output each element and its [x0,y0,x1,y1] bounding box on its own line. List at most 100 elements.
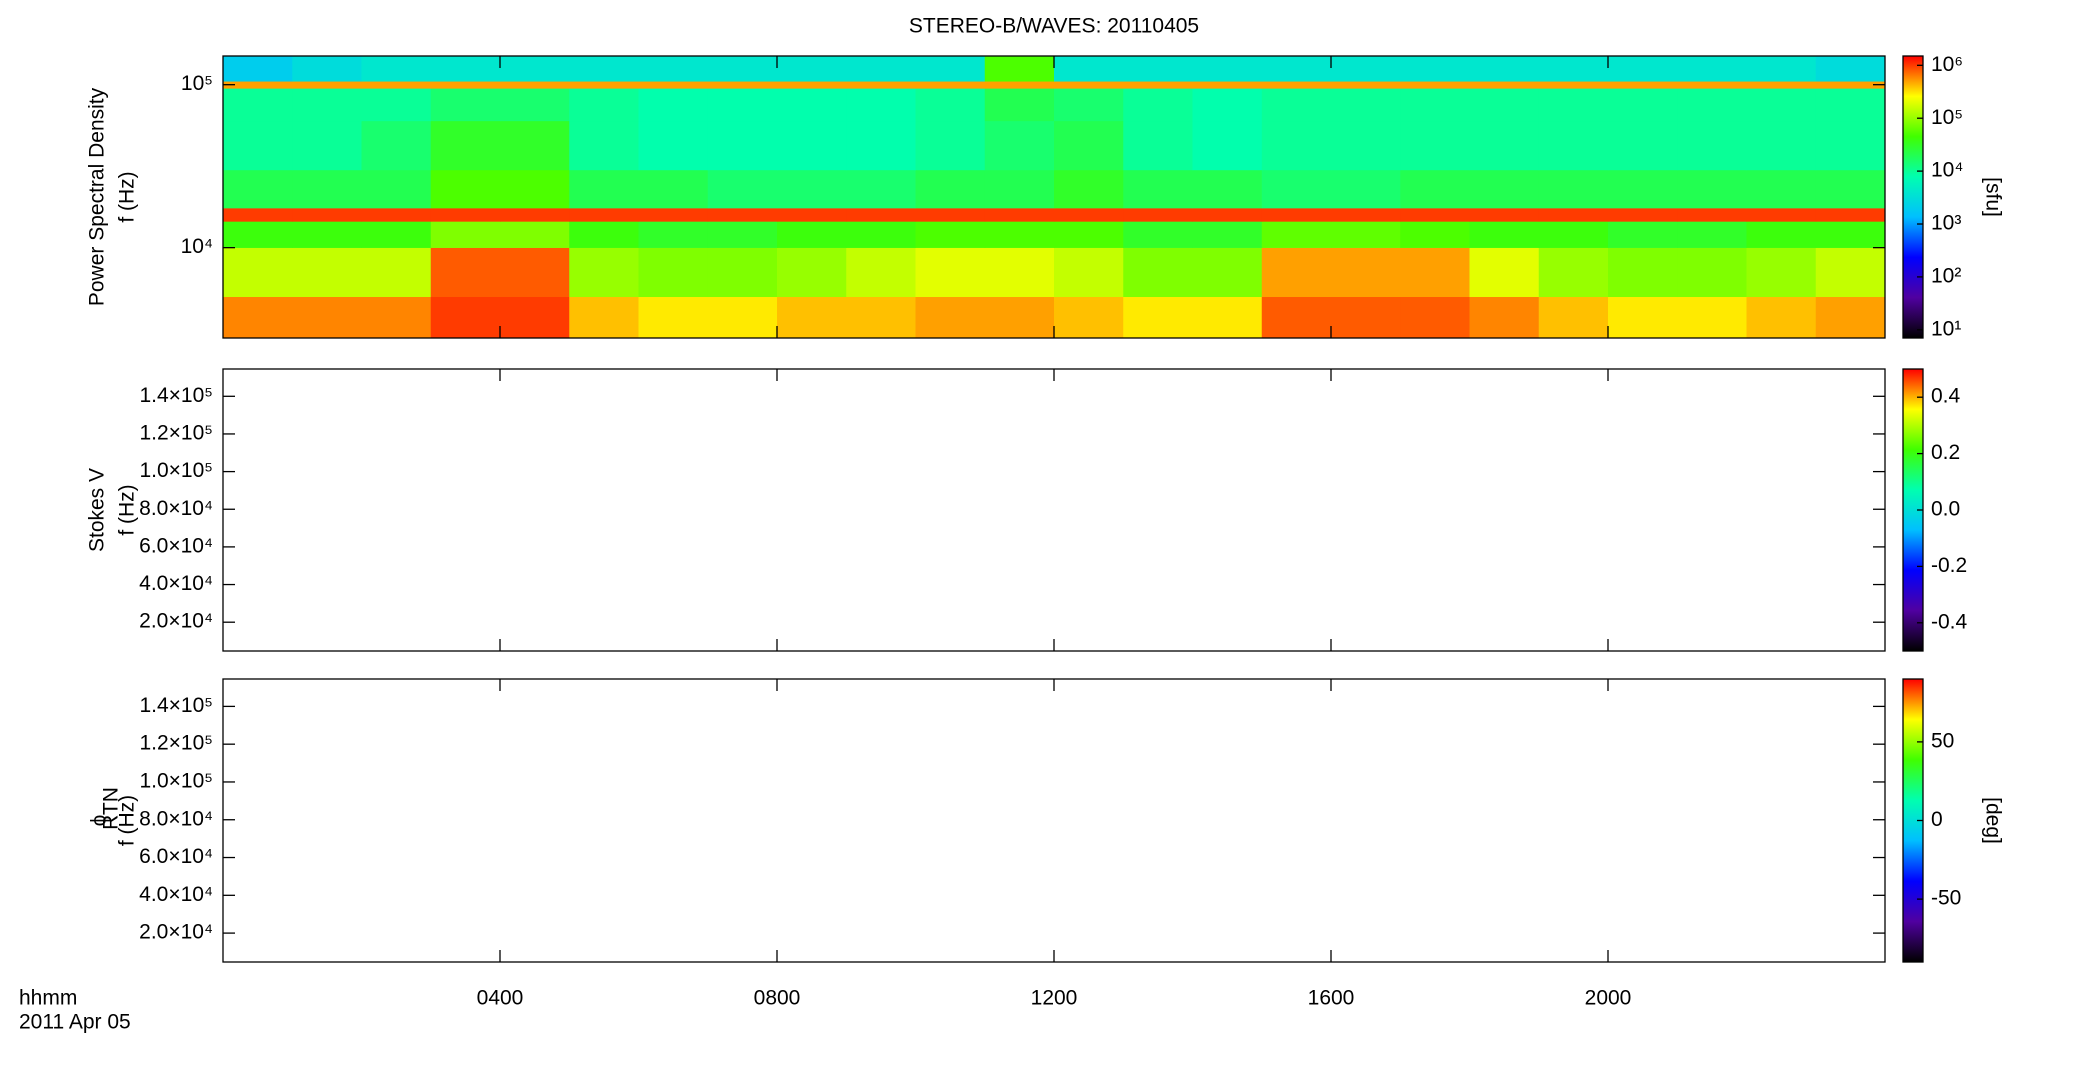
heatmap-cell [1054,169,1124,209]
heatmap-cell [1400,88,1470,122]
heatmap-cell [1054,221,1124,248]
colorbar-tick-label: 0.2 [1931,441,1960,464]
heatmap-cell [777,296,847,339]
heatmap-cell [1677,88,1747,122]
heatmap-cell [430,221,501,248]
chart-title: STEREO-B/WAVES: 20110405 [909,15,1199,38]
heatmap-cell [984,56,1055,82]
heatmap-cell [1538,208,1609,222]
heatmap-cell [500,120,570,171]
colorbar [1902,55,1924,339]
colorbar-label: [sfu] [1981,177,2004,217]
heatmap-cell [1331,56,1401,82]
heatmap-cell [500,221,570,248]
y-tick-label: 8.0×10⁴ [139,497,213,520]
heatmap-cell [1331,81,1401,89]
y-axis-label-sub: RTN [100,787,123,830]
heatmap-cell [1538,296,1609,339]
heatmap-cell [1054,88,1124,122]
heatmap-cell [430,56,501,82]
colorbar-tick-label: 0.0 [1931,498,1960,521]
heatmap-cell [1538,88,1609,122]
heatmap-cell [1677,81,1747,89]
heatmap-cell [569,81,639,89]
heatmap-cell [1123,56,1193,82]
heatmap-cell [707,208,778,222]
heatmap-cell [1400,208,1470,222]
heatmap-cell [1746,56,1817,82]
heatmap-cell [361,208,432,222]
heatmap-cell [292,208,362,222]
heatmap-cell [984,296,1055,339]
heatmap-cell [361,56,432,82]
heatmap-cell [638,81,709,89]
heatmap-cell [430,247,501,298]
heatmap-cell [1400,221,1470,248]
heatmap-cell [1261,88,1332,122]
heatmap-cell [1746,88,1817,122]
heatmap-cell [846,56,916,82]
heatmap-cell [984,169,1055,209]
heatmap-cell [361,169,432,209]
heatmap-cell [1608,56,1678,82]
heatmap-cell [1677,56,1747,82]
heatmap-cell [1677,221,1747,248]
y-tick-label: 1.2×10⁵ [139,421,213,444]
colorbar-tick-label: 0.4 [1931,385,1961,408]
heatmap-cell [292,81,362,89]
heatmap-cell [1677,169,1747,209]
heatmap-cell [500,81,570,89]
heatmap-cell [1123,81,1193,89]
heatmap-cell [1538,81,1609,89]
heatmap-cell [1331,88,1401,122]
heatmap-cell [915,120,986,171]
heatmap-cell [1192,169,1263,209]
heatmap-cell [500,169,570,209]
heatmap-cell [777,221,847,248]
colorbar-tick-label: 10³ [1931,212,1961,235]
heatmap-cell [1400,296,1470,339]
heatmap-cell [777,169,847,209]
heatmap-cell [430,208,501,222]
heatmap-cell [777,120,847,171]
heatmap-cell [1746,221,1817,248]
heatmap-cell [638,208,709,222]
heatmap-cell [915,88,986,122]
heatmap-cell [223,247,293,298]
heatmap-cell [1054,247,1124,298]
heatmap-cell [638,120,709,171]
heatmap-cell [1054,120,1124,171]
heatmap-cell [1123,296,1193,339]
y-tick-label: 8.0×10⁴ [139,807,213,830]
colorbar-tick-label: 50 [1931,729,1954,752]
heatmap-cell [1192,56,1263,82]
heatmap-cell [846,81,916,89]
heatmap-cell [569,247,639,298]
heatmap-cell [846,169,916,209]
heatmap-cell [1261,221,1332,248]
heatmap-cell [1331,208,1401,222]
heatmap-cell [569,56,639,82]
heatmap-cell [1469,247,1540,298]
y-tick-label: 2.0×10⁴ [139,610,213,633]
heatmap-cell [1261,56,1332,82]
heatmap-cell [1192,88,1263,122]
heatmap-cell [707,56,778,82]
y-axis-label: f (Hz) [116,484,139,535]
heatmap-cell [1331,169,1401,209]
heatmap-cell [1054,56,1124,82]
heatmap-cell [1261,120,1332,171]
heatmap-cell [292,169,362,209]
plot-frame [222,678,1886,963]
heatmap-cell [1123,247,1193,298]
heatmap-cell [1192,296,1263,339]
heatmap-cell [1400,120,1470,171]
heatmap-cell [1608,296,1678,339]
heatmap-cell [1469,169,1540,209]
heatmap-cell [500,88,570,122]
heatmap-cell [1400,247,1470,298]
heatmap-cell [846,296,916,339]
heatmap-cell [1608,169,1678,209]
heatmap-cell [1054,208,1124,222]
heatmap-cell [915,296,986,339]
